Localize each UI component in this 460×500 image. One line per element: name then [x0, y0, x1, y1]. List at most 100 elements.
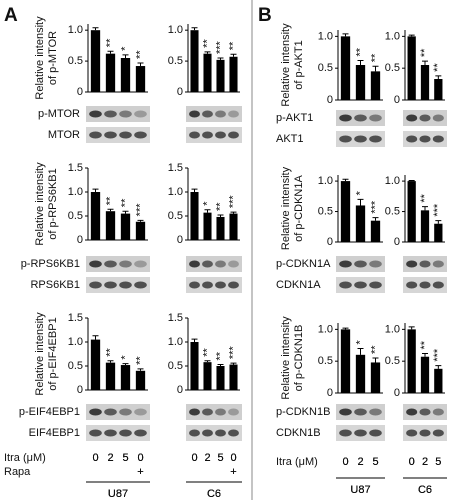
dose-label: 2	[204, 452, 210, 464]
blot-band	[119, 281, 132, 289]
y-tick-label: 0	[77, 86, 83, 98]
error-bar	[217, 364, 224, 366]
bar	[203, 212, 212, 240]
cell-line-label: C6	[418, 484, 432, 496]
error-bar	[122, 210, 129, 214]
error-bar	[408, 326, 415, 330]
rapa-label: +	[137, 466, 143, 478]
bar	[190, 30, 199, 93]
dose-label: 5	[435, 456, 441, 468]
blot-band	[119, 131, 132, 139]
blot-band	[369, 260, 382, 268]
error-bar	[372, 65, 379, 72]
error-bar	[422, 353, 428, 357]
blot-band	[339, 408, 352, 416]
blot-band	[228, 131, 239, 139]
y-tick-label: 0	[77, 234, 83, 246]
error-bar	[217, 214, 224, 217]
bar	[370, 362, 381, 393]
dose-label: 5	[217, 452, 223, 464]
dose-label: 0	[409, 456, 415, 468]
dose-label: 5	[122, 452, 128, 464]
bar	[407, 329, 416, 393]
dose-axis-label: Itra (μM)	[4, 452, 46, 464]
bar	[355, 205, 366, 242]
bar	[216, 59, 225, 92]
cell-line-label: C6	[207, 488, 221, 500]
significance: **	[419, 48, 431, 57]
bar	[90, 30, 101, 93]
blot-band	[419, 260, 431, 268]
significance: **	[432, 63, 444, 72]
y-tick-label: 0	[394, 236, 400, 248]
significance: *	[354, 339, 366, 344]
blot-band	[134, 429, 147, 437]
blot-band	[339, 281, 352, 289]
y-tick-label: 0	[327, 387, 333, 399]
blot-band	[354, 260, 367, 268]
error-bar	[217, 57, 224, 60]
blot-band	[119, 260, 132, 268]
blot-band	[104, 429, 117, 437]
dose-label: 0	[230, 452, 236, 464]
blot-band	[89, 110, 102, 118]
blot-band	[339, 429, 352, 437]
significance: **	[354, 47, 366, 56]
significance: ***	[227, 346, 239, 360]
blot-band	[215, 131, 226, 139]
y-tick-label: 0.5	[385, 355, 400, 367]
bar	[190, 342, 199, 390]
blot-band	[369, 114, 382, 122]
y-tick-label: 1.0	[168, 24, 183, 36]
bar	[203, 53, 212, 92]
blot-band	[432, 281, 444, 289]
significance: *	[119, 46, 131, 51]
y-tick-label: 1.0	[168, 186, 183, 198]
blot-band	[215, 281, 226, 289]
blot-label: CDKN1A	[276, 279, 321, 291]
bar	[340, 36, 351, 100]
error-bar	[191, 338, 198, 342]
error-bar	[92, 188, 99, 192]
error-bar	[230, 53, 237, 57]
panel-label: B	[258, 5, 272, 26]
significance: **	[104, 347, 116, 356]
significance: *	[354, 190, 366, 195]
y-tick-label: 0.5	[318, 355, 333, 367]
y-tick-label: 0	[177, 86, 183, 98]
blot-band	[406, 135, 418, 143]
blot-label: MTOR	[48, 129, 80, 141]
dose-label: 2	[357, 456, 363, 468]
blot-band	[89, 131, 102, 139]
bar	[229, 213, 238, 240]
blot-band	[406, 281, 418, 289]
blot-band	[134, 260, 147, 268]
panel-label: A	[4, 5, 18, 26]
blot-label: p-AKT1	[276, 112, 313, 124]
y-tick-label: 1.0	[68, 186, 83, 198]
significance: **	[419, 340, 431, 349]
y-tick-label: 0.5	[168, 55, 183, 67]
blot-band	[189, 131, 200, 139]
error-bar	[122, 54, 129, 58]
blot-strip	[86, 127, 150, 143]
blot-band	[432, 260, 444, 268]
bar	[340, 181, 351, 242]
y-tick-label: 0	[394, 387, 400, 399]
blot-strip	[86, 404, 150, 420]
blot-band	[432, 135, 444, 143]
bar	[120, 58, 131, 92]
bar	[370, 220, 381, 242]
bar	[190, 192, 199, 240]
blot-band	[419, 408, 431, 416]
dose-label: 2	[422, 456, 428, 468]
error-bar	[372, 217, 379, 221]
blot-band	[134, 281, 147, 289]
cell-line-label: C6	[207, 488, 221, 500]
blot-band	[228, 429, 239, 437]
dose-label: 2	[204, 452, 210, 464]
blot-strip	[86, 106, 150, 122]
blot-band	[228, 281, 239, 289]
blot-band	[89, 408, 102, 416]
